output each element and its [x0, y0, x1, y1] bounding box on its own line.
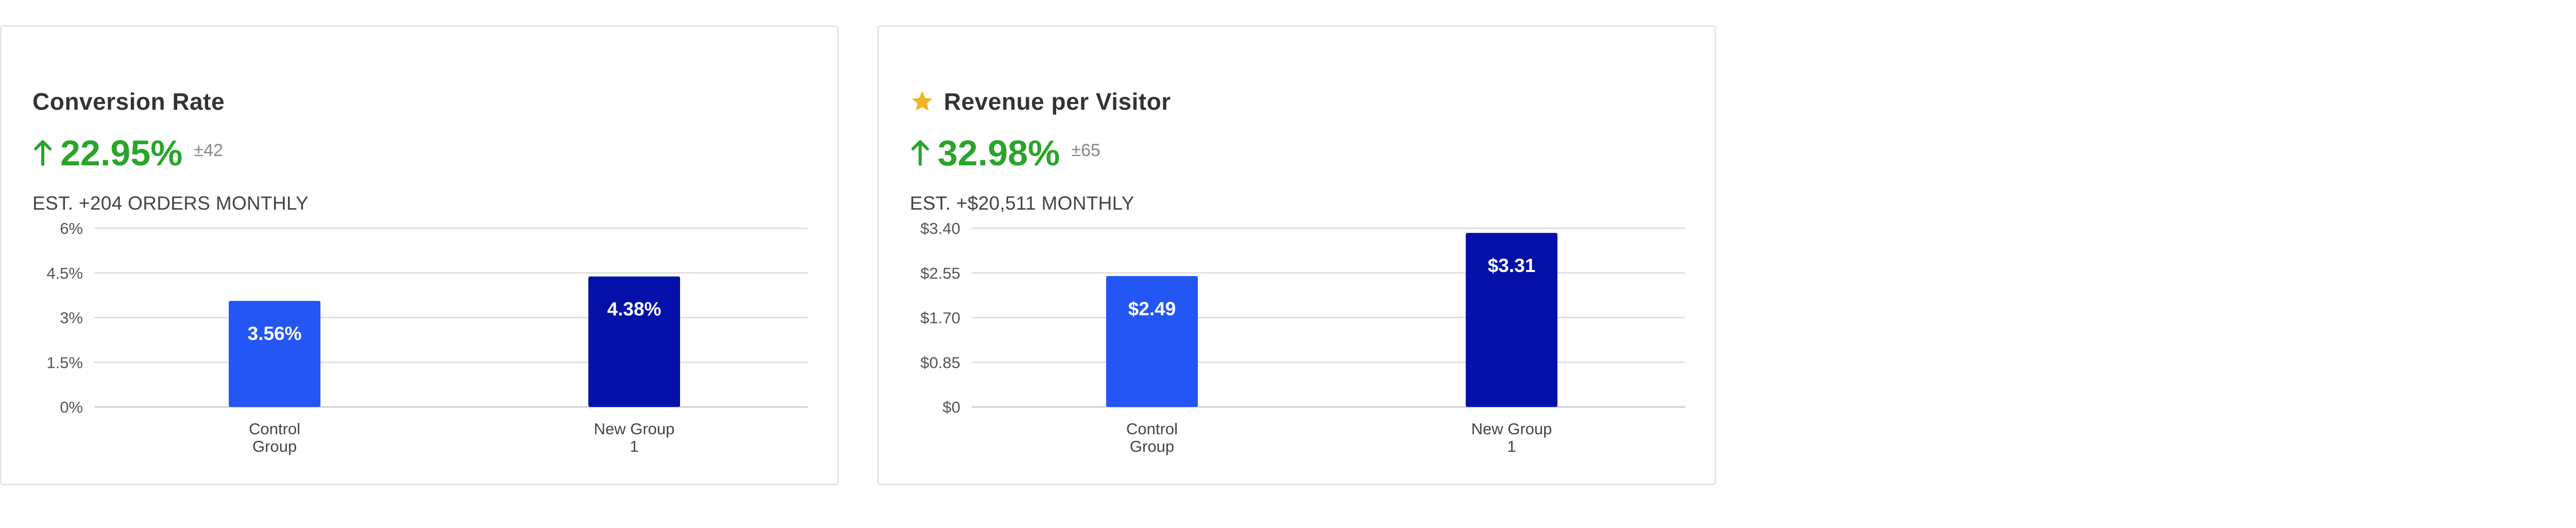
- card-title-row: Conversion Rate: [32, 88, 225, 115]
- conversion-rate-card: Conversion Rate 22.95% ±42 EST. +204 ORD…: [0, 25, 839, 485]
- arrow-up-icon: [911, 140, 929, 166]
- category-label: New Group: [594, 420, 675, 438]
- y-tick-label: $0: [943, 398, 960, 416]
- lift-metric: 32.98% ±65: [910, 132, 1100, 174]
- y-tick-label: 6%: [60, 219, 83, 237]
- y-tick-label: 0%: [60, 398, 83, 416]
- card-title: Revenue per Visitor: [944, 88, 1171, 115]
- category-label: 1: [1507, 437, 1516, 455]
- category-label: Group: [1130, 437, 1174, 455]
- star-icon[interactable]: [910, 89, 935, 114]
- lift-value: 22.95%: [60, 133, 183, 173]
- bar: [229, 301, 320, 407]
- lift-ci: ±42: [194, 141, 223, 160]
- category-label: 1: [630, 437, 638, 455]
- y-tick-label: $1.70: [920, 309, 960, 327]
- monthly-estimate: EST. +204 ORDERS MONTHLY: [32, 193, 309, 214]
- bar-value-label: 3.56%: [248, 323, 302, 344]
- lift-ci: ±65: [1071, 141, 1100, 160]
- y-tick-label: 4.5%: [46, 264, 83, 282]
- category-label: Group: [252, 437, 297, 455]
- y-tick-label: 1.5%: [46, 353, 83, 371]
- bar-value-label: $2.49: [1128, 298, 1176, 319]
- card-title: Conversion Rate: [32, 88, 225, 115]
- card-title-row: Revenue per Visitor: [910, 88, 1171, 115]
- bar: [588, 276, 680, 407]
- revenue-per-visitor-card: Revenue per Visitor 32.98% ±65 EST. +$20…: [877, 25, 1716, 485]
- y-tick-label: 3%: [60, 309, 83, 327]
- y-tick-label: $0.85: [920, 353, 960, 371]
- monthly-estimate: EST. +$20,511 MONTHLY: [910, 193, 1134, 214]
- y-tick-label: $3.40: [920, 219, 960, 237]
- y-tick-label: $2.55: [920, 264, 960, 282]
- category-label: Control: [1126, 420, 1178, 438]
- lift-metric: 22.95% ±42: [32, 132, 223, 174]
- bar: [1466, 233, 1557, 407]
- category-label: Control: [249, 420, 300, 438]
- lift-value: 32.98%: [938, 133, 1060, 173]
- bar: [1106, 276, 1198, 407]
- bar-value-label: $3.31: [1488, 255, 1536, 276]
- bar-value-label: 4.38%: [607, 299, 662, 320]
- category-label: New Group: [1471, 420, 1552, 438]
- arrow-up-icon: [34, 140, 52, 166]
